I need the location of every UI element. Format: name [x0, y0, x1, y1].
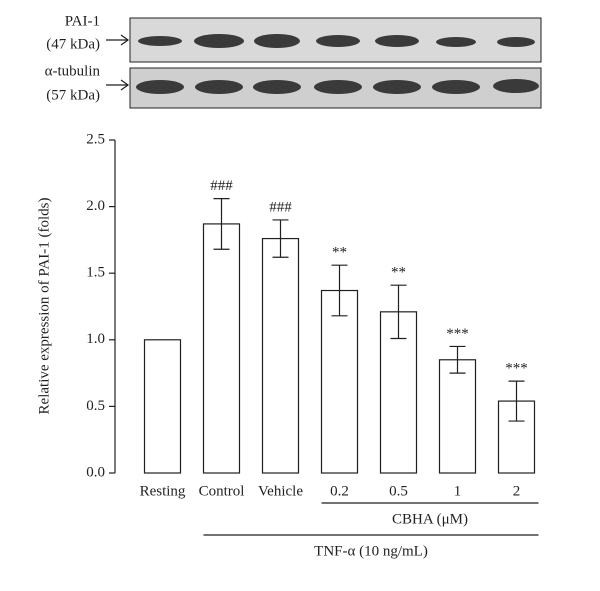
annotation: ### — [269, 199, 292, 215]
error-bar — [272, 219, 289, 258]
blot: PAI-1 (47 kDa) α-tubulin (57 kDa) — [45, 13, 542, 109]
group-label: CBHA (μM) — [392, 511, 468, 527]
bands — [136, 34, 539, 94]
bar — [261, 237, 300, 474]
annotation: ** — [332, 245, 347, 261]
annotation: *** — [446, 326, 469, 342]
annotation: *** — [505, 361, 528, 377]
bar — [143, 339, 182, 474]
group-label: TNF-α (10 ng/mL) — [314, 543, 428, 559]
blot-label: PAI-1 — [65, 13, 100, 29]
annotation: ** — [391, 265, 406, 281]
y-tick-label: 1.0 — [86, 331, 105, 347]
bar — [438, 359, 477, 474]
error-bar — [331, 264, 348, 317]
y-tick-label: 0.5 — [86, 398, 105, 414]
y-tick-label: 2.0 — [86, 198, 105, 214]
error-bar — [390, 284, 407, 340]
blot-sublabel: (57 kDa) — [46, 87, 100, 103]
annotation: ### — [210, 178, 233, 194]
x-tick-label: Resting — [140, 483, 186, 499]
blot-sublabel: (47 kDa) — [46, 36, 100, 52]
arrow — [106, 79, 130, 91]
error-bar — [213, 198, 230, 250]
arrow — [106, 34, 130, 46]
x-tick-label: 1 — [454, 483, 462, 499]
blot-label: α-tubulin — [45, 63, 101, 79]
x-tick-label: 0.5 — [389, 483, 408, 499]
x-tick-label: 2 — [513, 483, 521, 499]
y-tick-label: 2.5 — [86, 131, 105, 147]
x-tick-label: Vehicle — [258, 483, 303, 499]
y-tick-label: 0.0 — [86, 464, 105, 480]
y-tick-label: 1.5 — [86, 265, 105, 281]
x-tick-label: Control — [199, 483, 245, 499]
bar — [320, 289, 359, 474]
error-bar — [508, 380, 525, 422]
error-bar — [449, 345, 466, 374]
bar — [202, 223, 241, 474]
y-axis-label: Relative expression of PAI-1 (folds) — [36, 198, 52, 415]
x-tick-label: 0.2 — [330, 483, 349, 499]
